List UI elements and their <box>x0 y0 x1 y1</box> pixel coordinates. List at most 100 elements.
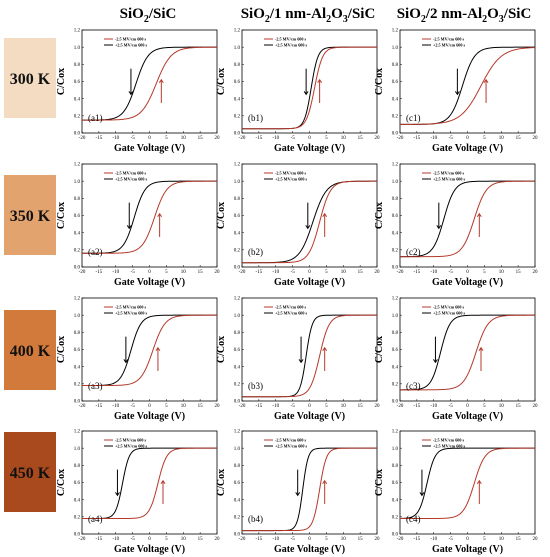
arrow-head-down <box>123 359 129 364</box>
x-tick-label: -20 <box>79 404 86 409</box>
y-axis-label: C/Cox <box>56 68 67 95</box>
y-tick-label: 1.2 <box>234 29 241 34</box>
x-tick-label: 10 <box>181 270 187 275</box>
x-tick-label: -20 <box>239 404 246 409</box>
x-tick-label: -10 <box>272 404 279 409</box>
panel-b3: -20 -15 -10 -5 0 5 10 15 20 0.0 0.2 0.4 0.6 0.8 1.0 1.2… <box>216 297 380 422</box>
row-swatch-350 <box>4 175 56 255</box>
legend-label-positive: +2.5 MV/cm 600 s <box>275 177 308 182</box>
y-tick-label: 1.2 <box>392 297 399 302</box>
y-tick-label: 0.8 <box>74 63 81 68</box>
panel-label: (b2) <box>248 247 263 257</box>
arrow-head-down <box>454 91 460 96</box>
x-tick-label: -20 <box>397 270 404 275</box>
x-tick-label: 5 <box>165 136 168 141</box>
arrow-head-down <box>298 359 304 364</box>
x-tick-label: 15 <box>516 136 522 141</box>
x-axis-label: Gate Voltage (V) <box>274 277 345 288</box>
arrow-head-up <box>155 346 161 352</box>
x-tick-label: 15 <box>358 270 364 275</box>
row-label-450: 450 K <box>10 465 51 482</box>
y-axis-label: C/Cox <box>56 469 67 496</box>
x-tick-label: -5 <box>131 537 136 542</box>
panel-a1: -20 -15 -10 -5 0 5 10 15 20 0.0 0.2 0.4 0.6 0.8 1.0 1.2… <box>56 29 220 154</box>
legend-label-negative: -2.5 MV/cm 600 s <box>275 37 307 42</box>
x-tick-label: -5 <box>449 537 454 542</box>
x-tick-label: -15 <box>256 537 263 542</box>
x-tick-label: -15 <box>256 270 263 275</box>
x-tick-label: 15 <box>516 404 522 409</box>
y-tick-label: 0.2 <box>234 383 241 388</box>
x-tick-label: 0 <box>466 537 469 542</box>
panel-label: (b4) <box>248 514 263 524</box>
x-axis-label: Gate Voltage (V) <box>432 544 503 555</box>
x-tick-label: 0 <box>148 537 151 542</box>
panel-b4: -20 -15 -10 -5 0 5 10 15 20 0.0 0.2 0.4 0.6 0.8 1.0 1.2… <box>216 430 380 555</box>
y-tick-label: 0.6 <box>234 80 241 85</box>
y-tick-label: 0.8 <box>234 63 241 68</box>
legend-label-negative: -2.5 MV/cm 600 s <box>275 438 307 443</box>
y-tick-label: 0.2 <box>234 115 241 120</box>
legend-label-positive: +2.5 MV/cm 600 s <box>115 444 148 449</box>
y-tick-label: 1.0 <box>74 46 81 51</box>
arrow-head-up <box>322 346 328 352</box>
x-tick-label: 15 <box>358 537 364 542</box>
x-tick-label: 10 <box>181 136 187 141</box>
x-tick-label: 15 <box>358 136 364 141</box>
x-tick-label: 0 <box>308 537 311 542</box>
x-tick-label: -5 <box>291 136 296 141</box>
x-tick-label: -10 <box>272 537 279 542</box>
y-tick-label: 0.8 <box>234 464 241 469</box>
y-tick-label: 1.0 <box>74 180 81 185</box>
x-tick-label: -15 <box>96 136 103 141</box>
x-tick-label: 0 <box>466 404 469 409</box>
x-tick-label: -10 <box>112 537 119 542</box>
y-tick-label: 0.2 <box>74 115 81 120</box>
y-tick-label: 1.2 <box>234 163 241 168</box>
y-tick-label: 0.2 <box>74 249 81 254</box>
legend-label-negative: -2.5 MV/cm 600 s <box>433 305 465 310</box>
x-tick-label: -20 <box>239 537 246 542</box>
curve-positive-stress <box>399 314 535 391</box>
y-tick-label: 0.8 <box>392 331 399 336</box>
legend-label-negative: -2.5 MV/cm 600 s <box>433 438 465 443</box>
x-tick-label: 20 <box>375 136 381 141</box>
x-axis-label: Gate Voltage (V) <box>114 277 185 288</box>
y-tick-label: 1.2 <box>392 163 399 168</box>
legend-label-negative: -2.5 MV/cm 600 s <box>433 171 465 176</box>
y-tick-label: 0.8 <box>74 331 81 336</box>
panel-label: (a2) <box>88 247 103 257</box>
panel-a2: -20 -15 -10 -5 0 5 10 15 20 0.0 0.2 0.4 0.6 0.8 1.0 1.2… <box>56 163 220 288</box>
y-tick-label: 1.0 <box>392 314 399 319</box>
y-axis-label: C/Cox <box>374 336 385 363</box>
legend-label-negative: -2.5 MV/cm 600 s <box>275 305 307 310</box>
y-tick-label: 0.4 <box>234 97 241 102</box>
y-tick-label: 1.0 <box>234 314 241 319</box>
panel-label: (a4) <box>88 514 103 524</box>
legend-label-positive: +2.5 MV/cm 600 s <box>433 43 466 48</box>
y-axis-label: C/Cox <box>56 202 67 229</box>
x-tick-label: 10 <box>499 270 505 275</box>
x-tick-label: 20 <box>533 136 539 141</box>
panel-c2: -20 -15 -10 -5 0 5 10 15 20 0.0 0.2 0.4 0.6 0.8 1.0 1.2… <box>374 163 538 288</box>
x-tick-label: -5 <box>449 270 454 275</box>
y-tick-label: 0.6 <box>74 481 81 486</box>
x-tick-label: 20 <box>215 537 221 542</box>
curve-negative-stress <box>400 314 535 391</box>
x-tick-label: 10 <box>181 404 187 409</box>
y-tick-label: 0.2 <box>392 516 399 521</box>
y-tick-label: 1.0 <box>234 447 241 452</box>
y-tick-label: 1.2 <box>74 29 81 34</box>
x-tick-label: -20 <box>397 537 404 542</box>
x-tick-label: -20 <box>79 270 86 275</box>
y-axis-label: C/Cox <box>374 469 385 496</box>
curve-positive-stress <box>82 447 217 520</box>
curve-negative-stress <box>242 46 377 130</box>
y-tick-label: 0.4 <box>392 365 399 370</box>
x-axis-label: Gate Voltage (V) <box>114 411 185 422</box>
curve-negative-stress <box>242 447 377 532</box>
y-tick-label: 0.0 <box>234 533 241 538</box>
x-tick-label: -10 <box>112 136 119 141</box>
y-tick-label: 0.4 <box>74 97 81 102</box>
